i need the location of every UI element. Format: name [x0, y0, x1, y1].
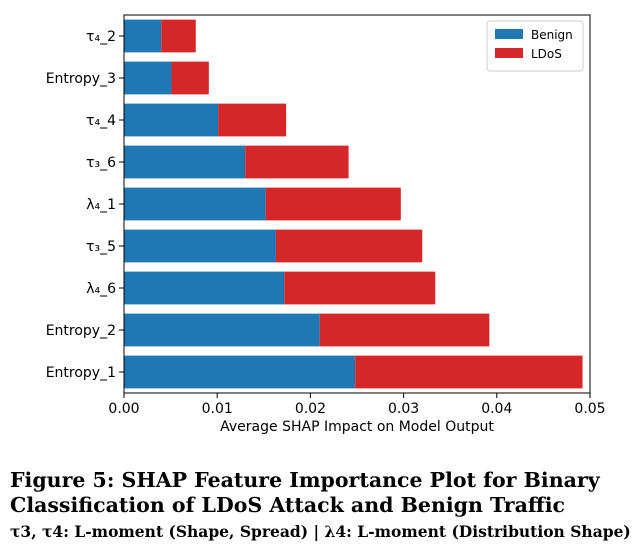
chart-svg: Entropy_1 Entropy_2 λ₄_6 τ₃_5 λ₄_1 τ₃_6 τ₄_4 En… [46, 14, 606, 435]
x-tick-layer: 0.00 0.01 0.02 0.03 0.04 0.05 [108, 393, 606, 417]
x-tick-label: 0.04 [481, 401, 512, 417]
y-tick-label: τ₄_4 [86, 113, 116, 129]
y-tick-label: λ₄_1 [86, 197, 116, 213]
y-tick-label: Entropy_1 [46, 365, 116, 381]
x-tick-label: 0.05 [574, 401, 605, 417]
y-tick-label: τ₃_6 [86, 155, 116, 171]
x-tick-label: 0.03 [388, 401, 419, 417]
bar-ldos-4 [265, 187, 401, 221]
legend-swatch-benign [495, 29, 523, 39]
bar-ldos-1 [319, 313, 490, 347]
bar-ldos-0 [355, 355, 583, 389]
legend-swatch-ldos [495, 48, 523, 58]
shap-chart: Entropy_1 Entropy_2 λ₄_6 τ₃_5 λ₄_1 τ₃_6 τ₄_4 En… [46, 14, 606, 435]
caption-note: τ3, τ4: L-moment (Shape, Spread) | λ4: L… [10, 522, 631, 541]
bar-benign-3 [124, 229, 276, 263]
y-tick-label: τ₄_2 [86, 29, 116, 45]
x-axis-title: Average SHAP Impact on Model Output [220, 419, 494, 435]
y-tick-layer: Entropy_1 Entropy_2 λ₄_6 τ₃_5 λ₄_1 τ₃_6 τ₄_4 En… [46, 29, 124, 381]
x-tick-label: 0.02 [295, 401, 326, 417]
bar-benign-6 [124, 103, 219, 137]
y-tick-label: λ₄_6 [86, 281, 116, 297]
y-tick-label: τ₃_5 [86, 239, 116, 255]
legend: Benign LDoS [486, 20, 584, 72]
legend-label-benign: Benign [531, 28, 573, 42]
bar-ldos-8 [161, 19, 196, 53]
bars-layer [124, 19, 583, 389]
plot-frame [123, 14, 591, 394]
bar-benign-4 [124, 187, 266, 221]
bar-benign-8 [124, 19, 162, 53]
legend-label-ldos: LDoS [531, 47, 562, 61]
bar-ldos-3 [275, 229, 423, 263]
bar-benign-2 [124, 271, 285, 305]
y-tick-label: Entropy_3 [46, 71, 116, 87]
y-tick-label: Entropy_2 [46, 323, 116, 339]
bar-benign-5 [124, 145, 246, 179]
bar-ldos-5 [245, 145, 349, 179]
bar-ldos-6 [218, 103, 287, 137]
caption-title: Figure 5: SHAP Feature Importance Plot f… [10, 468, 600, 517]
bar-ldos-7 [171, 61, 209, 95]
x-tick-label: 0.01 [202, 401, 233, 417]
bar-benign-0 [124, 355, 356, 389]
x-tick-label: 0.00 [108, 401, 139, 417]
bar-benign-7 [124, 61, 172, 95]
bar-benign-1 [124, 313, 320, 347]
bar-ldos-2 [284, 271, 436, 305]
figure-caption: Figure 5: SHAP Feature Importance Plot f… [10, 468, 638, 542]
